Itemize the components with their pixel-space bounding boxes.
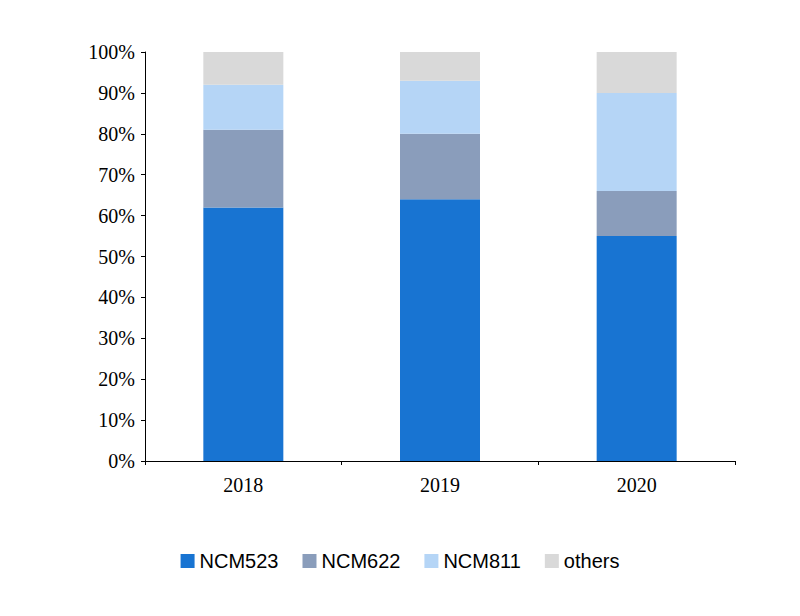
svg-text:60%: 60% xyxy=(98,205,135,227)
svg-text:70%: 70% xyxy=(98,164,135,186)
svg-text:40%: 40% xyxy=(98,286,135,308)
svg-text:90%: 90% xyxy=(98,82,135,104)
svg-text:2018: 2018 xyxy=(223,474,263,496)
svg-text:50%: 50% xyxy=(98,246,135,268)
svg-text:2020: 2020 xyxy=(617,474,657,496)
svg-text:100%: 100% xyxy=(88,41,135,63)
svg-text:2019: 2019 xyxy=(420,474,460,496)
svg-text:30%: 30% xyxy=(98,327,135,349)
svg-text:0%: 0% xyxy=(108,450,135,472)
svg-text:80%: 80% xyxy=(98,123,135,145)
svg-text:NCM523: NCM523 xyxy=(200,550,279,572)
svg-text:others: others xyxy=(564,550,620,572)
svg-text:20%: 20% xyxy=(98,368,135,390)
svg-text:NCM622: NCM622 xyxy=(321,550,400,572)
svg-text:NCM811: NCM811 xyxy=(443,550,520,572)
svg-text:10%: 10% xyxy=(98,409,135,431)
